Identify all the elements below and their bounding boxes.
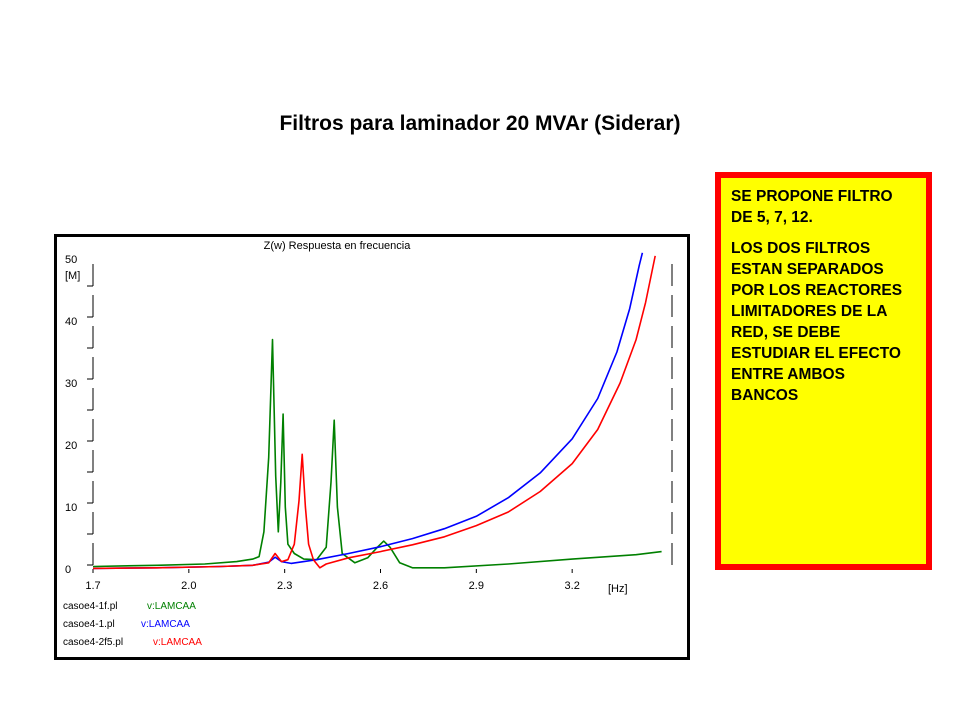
legend-signal-0: v:LAMCAA: [147, 601, 196, 612]
series-lines: [92, 252, 662, 570]
series-line-casoe4-1-pl: [92, 252, 644, 570]
legend: casoe4-1f.pl v:LAMCAA casoe4-1.pl v:LAMCAA c…: [63, 601, 202, 648]
series-line-casoe4-2f5-pl: [92, 255, 656, 570]
legend-signal-2: v:LAMCAA: [153, 637, 202, 648]
x-tick-label-2: 2.3: [277, 580, 292, 592]
note-box: SE PROPONE FILTRO DE 5, 7, 12. LOS DOS F…: [715, 172, 932, 570]
x-axis-label: [Hz]: [608, 583, 628, 595]
y-tick-label-5: 50: [65, 254, 77, 266]
slide-title: Filtros para laminador 20 MVAr (Siderar): [279, 112, 681, 135]
note-paragraph-2: LOS DOS FILTROS ESTAN SEPARADOS POR LOS …: [731, 240, 903, 404]
x-tick-label-3: 2.6: [373, 580, 388, 592]
y-tick-label-1: 10: [65, 502, 77, 514]
legend-name-1: casoe4-1.pl: [63, 619, 115, 630]
x-tick-label-4: 2.9: [469, 580, 484, 592]
legend-name-0: casoe4-1f.pl: [63, 601, 117, 612]
chart-title: Z(w) Respuesta en frecuencia: [264, 240, 412, 252]
legend-name-2: casoe4-2f5.pl: [63, 637, 123, 648]
y-tick-label-0: 0: [65, 564, 71, 576]
x-tick-label-1: 2.0: [181, 580, 196, 592]
note-paragraph-1: SE PROPONE FILTRO DE 5, 7, 12.: [731, 188, 893, 226]
x-axis-ticks: 1.7 2.0 2.3 2.6 2.9 3.2: [85, 580, 579, 592]
x-tick-label-5: 3.2: [565, 580, 580, 592]
y-axis-label: [M]: [65, 270, 80, 282]
y-tick-label-4: 40: [65, 316, 77, 328]
frequency-response-chart: Z(w) Respuesta en frecuencia [M] [Hz] 0 1…: [54, 234, 690, 660]
y-axis-ticks: 0 10 20 30 40 50: [65, 254, 77, 576]
y-tick-label-2: 20: [65, 440, 77, 452]
legend-signal-1: v:LAMCAA: [141, 619, 190, 630]
x-tick-label-0: 1.7: [85, 580, 100, 592]
axis-decorations: [87, 264, 673, 573]
chart-canvas: Z(w) Respuesta en frecuencia [M] [Hz] 0 1…: [63, 240, 673, 648]
y-tick-label-3: 30: [65, 378, 77, 390]
series-line-casoe4-1f-pl: [92, 338, 662, 569]
